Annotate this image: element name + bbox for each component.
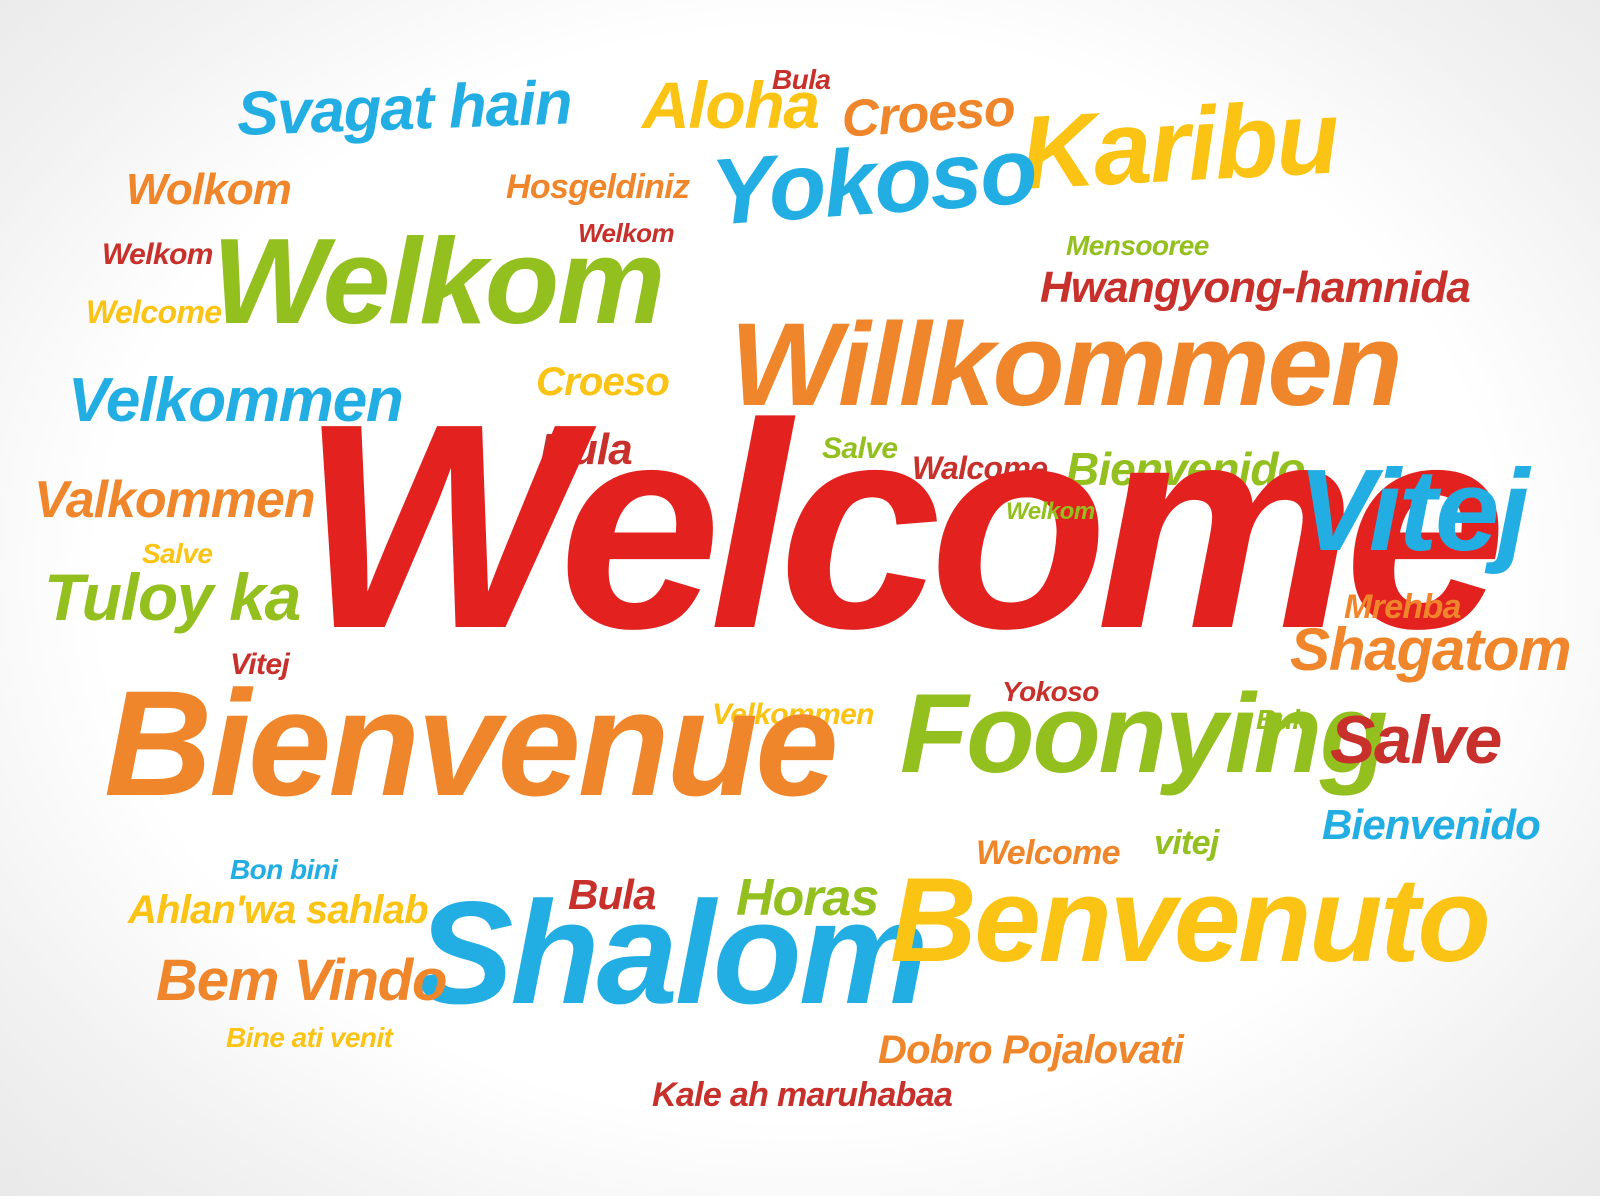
word-karibu: Karibu [1017, 79, 1341, 212]
word-walcome: Walcome [912, 450, 1048, 486]
word-bula: Bula [772, 64, 831, 95]
word-bienvenido: Bienvenido [1066, 443, 1306, 495]
word-mrehba: Mrehba [1344, 588, 1462, 626]
word-hwangyong-hamnida: Hwangyong-hamnida [1040, 263, 1471, 312]
word-kale-ah-maruhabaa: Kale ah maruhabaa [652, 1076, 953, 1114]
word-shalom: Shalom [416, 871, 929, 1034]
word-welkom: Welkom [212, 213, 665, 349]
word-bon-bini: Bon bini [230, 854, 338, 885]
word-willkommen: Willkommen [730, 299, 1403, 431]
word-shagatom: Shagatom [1290, 616, 1572, 683]
word-croeso: Croeso [536, 360, 670, 404]
word-bula: Bula [568, 871, 656, 918]
word-benvenuto: Benvenuto [890, 853, 1491, 987]
word-bienvenue: Bienvenue [104, 659, 839, 827]
word-salve: Salve [822, 432, 898, 465]
word-salve: Salve [142, 538, 213, 569]
word-vitej: Vitej [230, 648, 290, 681]
word-yokoso: Yokoso [1002, 676, 1099, 707]
word-aloha: Aloha [642, 68, 820, 142]
word-hosgeldiniz: Hosgeldiniz [506, 168, 690, 206]
word-welkom: Welkom [1006, 498, 1095, 525]
word-welkom: Welkom [578, 218, 675, 248]
word-velkommen: Velkommen [68, 366, 404, 435]
word-welkom: Welkom [102, 238, 213, 271]
word-welcome-main: Welcome [300, 363, 1507, 689]
word-foonying: Foonying [900, 671, 1388, 796]
word-bienvenido: Bienvenido [1322, 801, 1541, 848]
word-salve: Salve [1330, 702, 1502, 778]
word-vitej: Vitej [1298, 445, 1529, 575]
word-svagat-hain: Svagat hain [235, 68, 573, 149]
word-velkommen: Velkommen [712, 698, 874, 731]
word-ahlan-wa-sahlab: Ahlan'wa sahlab [128, 888, 429, 932]
word-tuloy-ka: Tuloy ka [44, 560, 301, 634]
word-bine-ati-venit: Bine ati venit [226, 1022, 393, 1053]
word-mensooree: Mensooree [1066, 230, 1209, 261]
word-welcome: Welcome [976, 834, 1121, 872]
word-horas: Horas [736, 869, 879, 927]
word-vitej: vitej [1154, 824, 1219, 862]
word-welcome: Welcome [86, 294, 222, 330]
word-wolkom: Wolkom [126, 165, 292, 214]
word-bula: Bula [1256, 704, 1315, 735]
word-bula: Bula [540, 425, 633, 474]
word-yokoso: Yokoso [707, 117, 1039, 245]
word-bem-vindo: Bem Vindo [156, 948, 447, 1013]
word-valkommen: Valkommen [34, 471, 316, 529]
word-dobro-pojalovati: Dobro Pojalovati [878, 1028, 1184, 1072]
